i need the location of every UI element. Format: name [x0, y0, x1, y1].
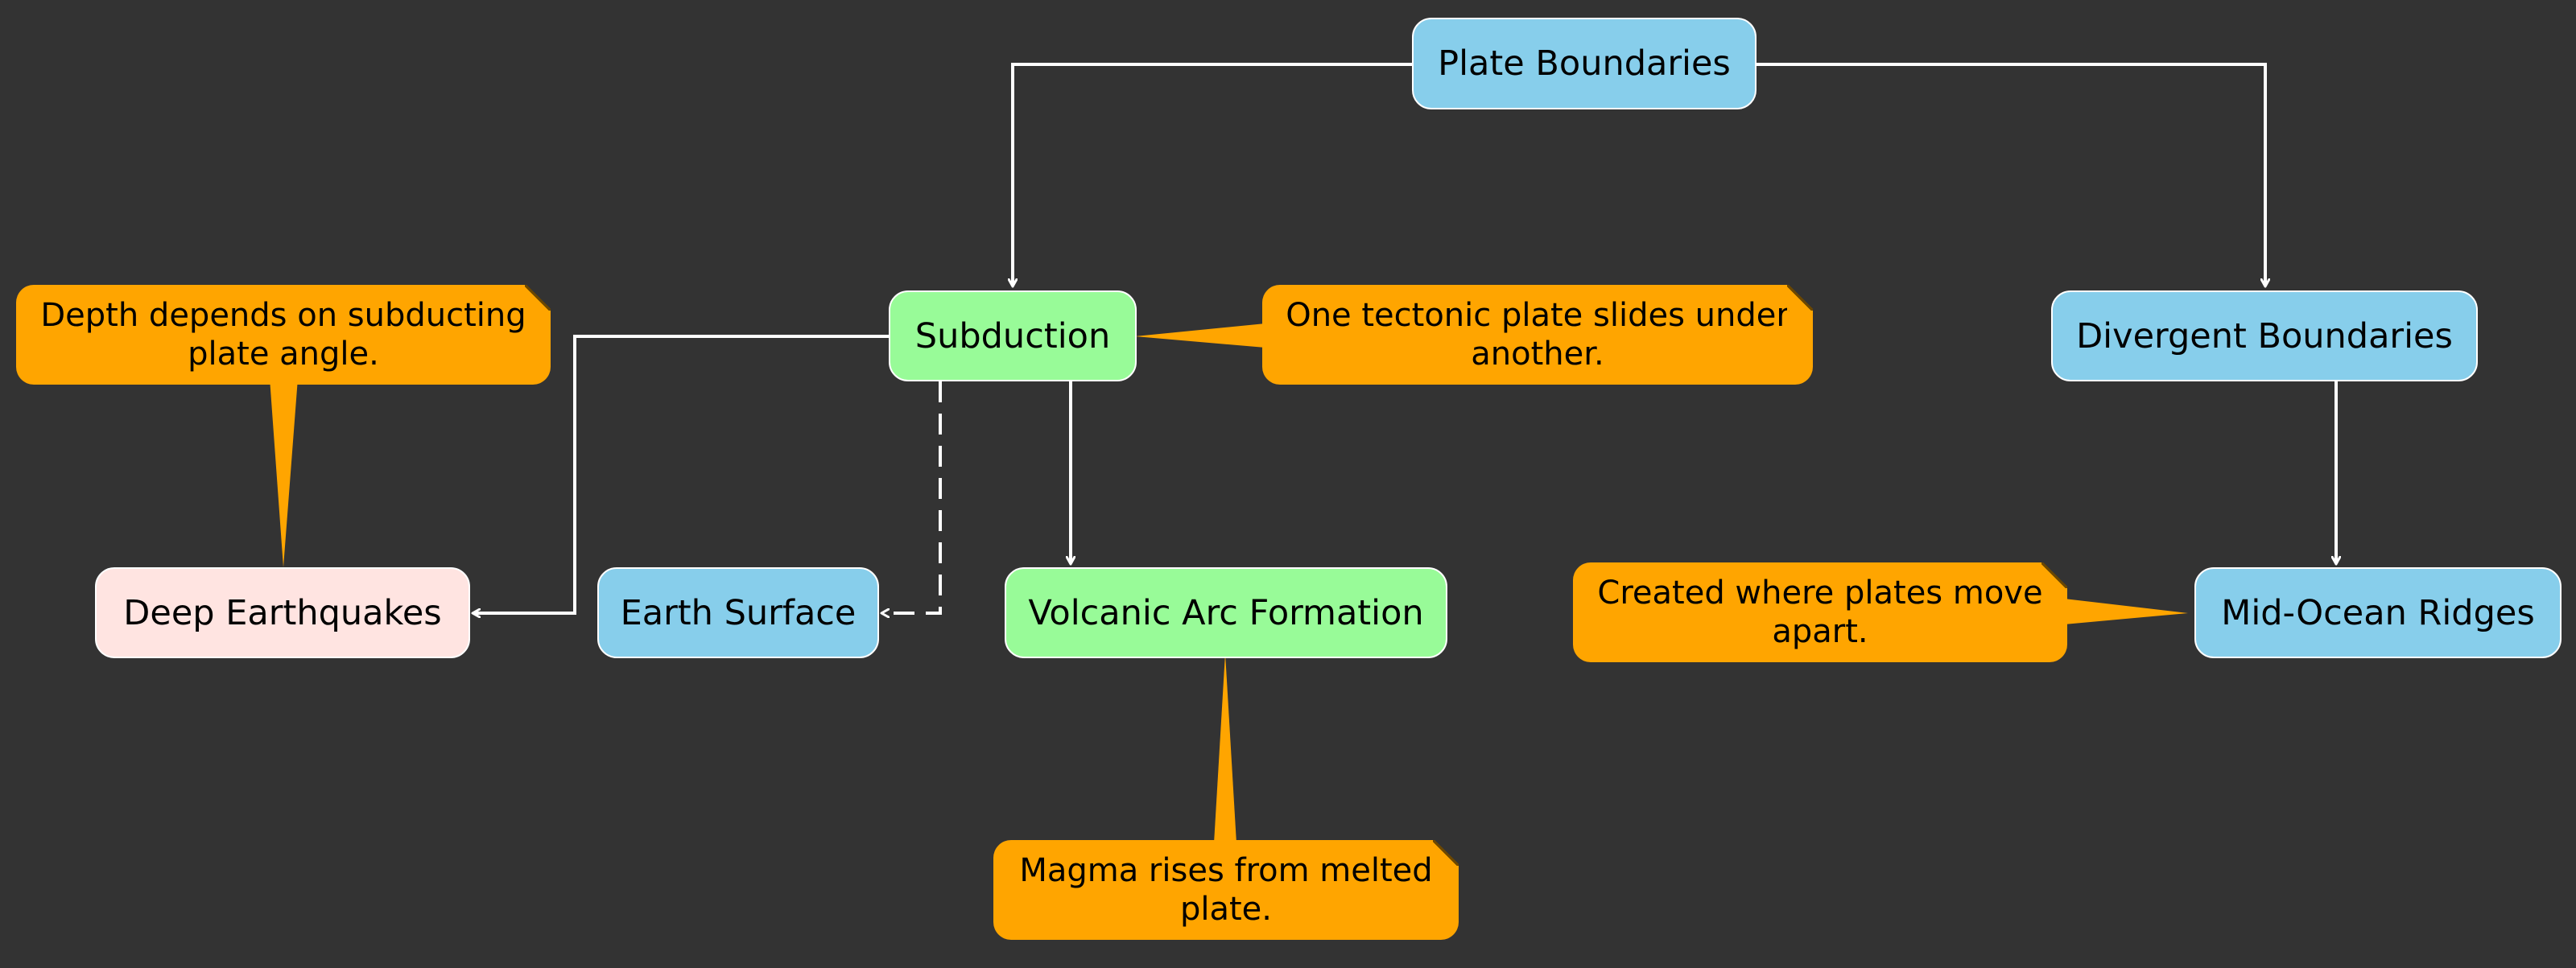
- note-text: Depth depends on subducting plate angle.: [40, 297, 526, 373]
- node-label: Earth Surface: [620, 592, 857, 633]
- note-text: Magma rises from melted plate.: [1019, 852, 1433, 928]
- edge-subduction-to-deep-earthquakes: [473, 335, 889, 613]
- note-pointer-depth: [270, 378, 298, 567]
- edge-subduction-to-earth-surface: [882, 381, 942, 613]
- note-fold: [525, 285, 551, 311]
- note-fold: [1787, 285, 1813, 311]
- node-mid-ocean-ridges[interactable]: Mid-Ocean Ridges: [2194, 567, 2562, 658]
- node-volcanic-arc-formation[interactable]: Volcanic Arc Formation: [1005, 567, 1447, 658]
- note-magma: Magma rises from melted plate.: [993, 840, 1459, 940]
- node-label: Deep Earthquakes: [123, 592, 442, 633]
- node-subduction[interactable]: Subduction: [889, 290, 1137, 381]
- node-divergent-boundaries[interactable]: Divergent Boundaries: [2051, 290, 2478, 381]
- note-created: Created where plates move apart.: [1573, 562, 2067, 662]
- node-label: Subduction: [914, 315, 1111, 356]
- note-pointer-tectonic: [1135, 323, 1265, 348]
- note-fold: [2041, 562, 2067, 588]
- node-label: Mid-Ocean Ridges: [2221, 592, 2535, 633]
- note-text: Created where plates move apart.: [1597, 575, 2043, 650]
- note-fold: [1433, 840, 1459, 866]
- edge-plate-boundaries-to-divergent: [1757, 63, 2265, 286]
- edge-plate-boundaries-to-subduction: [1013, 63, 1412, 286]
- node-deep-earthquakes[interactable]: Deep Earthquakes: [95, 567, 470, 658]
- node-label: Plate Boundaries: [1438, 43, 1731, 84]
- node-label: Volcanic Arc Formation: [1028, 592, 1424, 633]
- note-pointer-magma: [1214, 653, 1236, 843]
- note-text: One tectonic plate slides under another.: [1286, 297, 1790, 373]
- note-tectonic: One tectonic plate slides under another.: [1262, 285, 1813, 385]
- node-plate-boundaries[interactable]: Plate Boundaries: [1412, 18, 1757, 109]
- node-earth-surface[interactable]: Earth Surface: [597, 567, 879, 658]
- note-depth: Depth depends on subducting plate angle.: [16, 285, 551, 385]
- note-pointer-created: [2064, 599, 2188, 624]
- node-label: Divergent Boundaries: [2076, 315, 2453, 356]
